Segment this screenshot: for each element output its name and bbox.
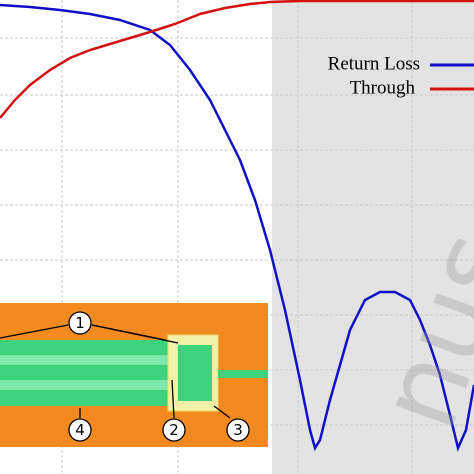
legend: Return Loss Through [328, 54, 474, 99]
inset-diagram: 1 2 3 4 [0, 303, 268, 447]
legend-label: Return Loss [328, 54, 420, 75]
series-line [0, 0, 474, 119]
legend-label: Through [350, 78, 416, 99]
series-line [0, 3, 474, 452]
callout-label: 1 [75, 314, 85, 332]
callout-label: 4 [75, 421, 85, 439]
shaded-region [272, 0, 474, 474]
callout-label: 2 [169, 421, 179, 439]
callout-label: 3 [233, 421, 243, 439]
